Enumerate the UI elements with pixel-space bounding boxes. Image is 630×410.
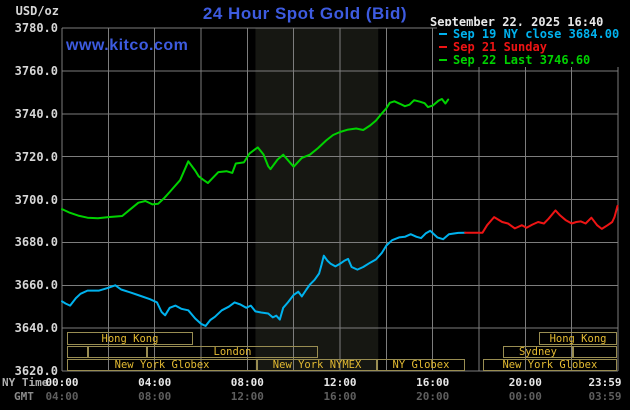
- legend-label-sep22: Sep 22 Last 3746.60: [453, 52, 591, 67]
- legend-dash-cyan-icon: [439, 32, 447, 35]
- chart-legend: Sep 19 NY close 3684.00 Sep 21 Sunday Se…: [437, 26, 627, 67]
- kitco-watermark-link[interactable]: www.kitco.com: [66, 37, 189, 54]
- gmt-axis-label: GMT: [14, 390, 34, 403]
- session-box-sydney: Sydney: [502, 346, 574, 358]
- x-tick-label: 23:59: [588, 376, 622, 389]
- x-tick-label: 12:00: [230, 390, 264, 403]
- y-tick-label: 3720.0: [14, 149, 58, 164]
- x-tick-label: 04:00: [45, 390, 79, 403]
- y-tick-label: 3680.0: [14, 235, 58, 250]
- session-box-new-york-globex: New York Globex: [482, 359, 617, 371]
- series-line-1: [464, 204, 619, 234]
- chart-title: 24 Hour Spot Gold (Bid): [202, 4, 408, 23]
- y-tick-label: 3700.0: [14, 192, 58, 207]
- chart-datetime: September 22, 2025 16:40: [430, 15, 604, 29]
- series-line-0: [61, 229, 467, 327]
- x-tick-label: 04:00: [138, 376, 172, 389]
- session-box-london: London: [147, 346, 318, 358]
- session-box-new-york-nymex: New York NYMEX: [257, 359, 378, 371]
- x-tick-label: 08:00: [230, 376, 264, 389]
- x-tick-label: 03:59: [588, 390, 622, 403]
- legend-row-sep19: Sep 19 NY close 3684.00: [437, 26, 627, 41]
- legend-row-sep21: Sep 21 Sunday: [437, 39, 627, 54]
- session-box-hong-kong: Hong Kong: [539, 332, 617, 345]
- session-box-ny-globex: NY Globex: [377, 359, 465, 371]
- y-tick-label: 3640.0: [14, 321, 58, 336]
- y-tick-label: 3660.0: [14, 278, 58, 293]
- x-tick-label: 00:00: [508, 390, 542, 403]
- x-tick-label: 12:00: [323, 376, 357, 389]
- session-box-new-york-globex: New York Globex: [67, 359, 258, 371]
- y-tick-label: 3620.0: [14, 364, 58, 378]
- y-axis-unit-label: USD/oz: [15, 4, 59, 18]
- ny-time-axis-label: NY Time: [2, 376, 49, 389]
- y-tick-label: 3740.0: [14, 106, 58, 121]
- session-box: [573, 346, 617, 358]
- x-tick-label: 20:00: [416, 390, 450, 403]
- x-tick-label: 08:00: [138, 390, 172, 403]
- x-tick-label: 20:00: [508, 376, 542, 389]
- legend-row-sep22: Sep 22 Last 3746.60: [437, 52, 627, 67]
- session-box-hong-kong: Hong Kong: [67, 332, 193, 345]
- session-box: [67, 346, 88, 358]
- x-tick-label: 16:00: [323, 390, 357, 403]
- x-tick-label: 16:00: [416, 376, 450, 389]
- legend-label-sep19: Sep 19 NY close 3684.00: [453, 26, 620, 41]
- x-tick-label: 00:00: [45, 376, 79, 389]
- legend-dash-green-icon: [439, 58, 447, 61]
- y-tick-label: 3760.0: [14, 63, 58, 78]
- series-line-2: [61, 98, 450, 220]
- y-tick-label: 3780.0: [14, 21, 58, 35]
- legend-dash-red-icon: [439, 45, 447, 48]
- legend-label-sep21: Sep 21 Sunday: [453, 39, 547, 54]
- session-box: [87, 346, 147, 358]
